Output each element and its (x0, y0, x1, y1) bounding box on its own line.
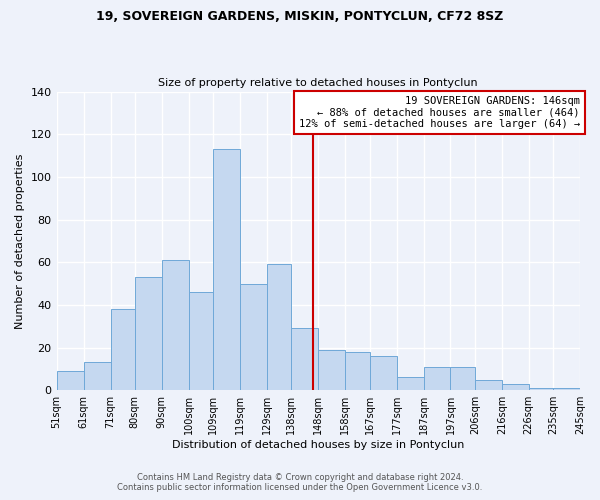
Bar (502, 384, 529, 390)
Bar (553, 388, 580, 390)
Title: Size of property relative to detached houses in Pontyclun: Size of property relative to detached ho… (158, 78, 478, 88)
Bar (240, 284, 267, 390)
Bar (162, 260, 189, 390)
Bar (83, 362, 110, 390)
Y-axis label: Number of detached properties: Number of detached properties (15, 153, 25, 328)
Text: 19 SOVEREIGN GARDENS: 146sqm
← 88% of detached houses are smaller (464)
12% of s: 19 SOVEREIGN GARDENS: 146sqm ← 88% of de… (299, 96, 580, 129)
Bar (370, 356, 397, 390)
Bar (189, 292, 213, 390)
Bar (475, 380, 502, 390)
Bar (424, 366, 451, 390)
Bar (318, 350, 345, 390)
Text: 19, SOVEREIGN GARDENS, MISKIN, PONTYCLUN, CF72 8SZ: 19, SOVEREIGN GARDENS, MISKIN, PONTYCLUN… (97, 10, 503, 23)
X-axis label: Distribution of detached houses by size in Pontyclun: Distribution of detached houses by size … (172, 440, 464, 450)
Bar (529, 388, 553, 390)
Bar (135, 277, 162, 390)
Bar (345, 352, 370, 390)
Bar (291, 328, 318, 390)
Bar (397, 378, 424, 390)
Bar (213, 149, 240, 390)
Bar (451, 366, 475, 390)
Text: Contains HM Land Registry data © Crown copyright and database right 2024.
Contai: Contains HM Land Registry data © Crown c… (118, 473, 482, 492)
Bar (56, 371, 83, 390)
Bar (267, 264, 291, 390)
Bar (110, 309, 135, 390)
